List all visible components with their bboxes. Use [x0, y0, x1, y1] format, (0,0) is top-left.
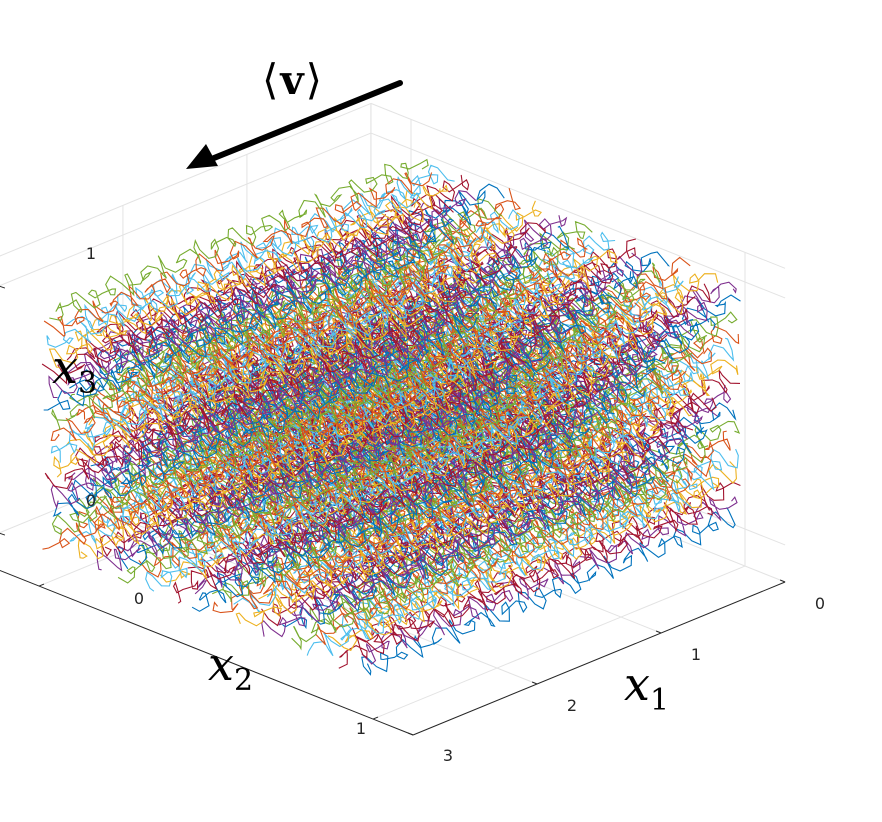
trajectory-line — [338, 505, 713, 669]
trajectory-line — [74, 184, 449, 349]
trajectory-line — [69, 375, 446, 544]
trajectory-line — [291, 482, 667, 651]
x3-tick-mark — [0, 532, 6, 536]
trajectory-line — [235, 231, 616, 395]
trajectory-line — [283, 342, 664, 505]
trajectory-line — [235, 464, 612, 627]
trajectory-line — [50, 276, 425, 441]
trajectory-line — [46, 182, 422, 348]
x1-axis-label: x1 — [624, 657, 669, 718]
x2-tick-mark — [372, 716, 379, 720]
trajectory-line — [90, 315, 478, 482]
trajectory-line — [172, 438, 545, 604]
trajectory-line — [187, 376, 567, 547]
trajectory-line — [138, 288, 526, 452]
trajectory-line — [50, 298, 424, 463]
trajectory-line — [138, 301, 525, 467]
x2-tick-mark — [38, 583, 45, 587]
trajectory-line — [65, 286, 455, 454]
trajectory-line — [159, 420, 552, 583]
x1-tick-2: 2 — [567, 696, 577, 715]
trajectory-line — [187, 413, 574, 578]
trajectory-line — [97, 375, 469, 543]
trajectory-line — [49, 158, 429, 322]
trajectory-line — [145, 425, 519, 592]
trajectory-line — [261, 474, 640, 638]
x1-tick-mark — [531, 681, 538, 685]
trajectory-line — [282, 463, 669, 630]
trajectory-line — [306, 492, 692, 657]
grid-x3-side — [370, 132, 786, 299]
trajectory-line — [43, 172, 433, 337]
x2-axis-line — [0, 569, 414, 736]
trajectory-line — [44, 324, 423, 490]
trajectory-line — [65, 164, 455, 330]
trajectory-line — [244, 382, 619, 552]
x3-tick-0: 0 — [86, 491, 96, 510]
trajectory-line — [66, 209, 457, 376]
trajectory-line — [138, 412, 528, 578]
grid-x2-floor — [372, 565, 746, 720]
trajectory-line — [53, 314, 424, 478]
trajectory-line — [259, 428, 647, 591]
trajectory-lines — [41, 158, 741, 676]
x2-tick-0: 0 — [134, 589, 144, 608]
trajectory-line — [327, 486, 718, 652]
trajectory-line — [51, 264, 425, 431]
trajectory-line — [43, 248, 430, 411]
trajectory-line — [361, 507, 736, 676]
x1-tick-1: 1 — [691, 645, 701, 664]
x2-axis-label: x2 — [208, 637, 253, 698]
x1-tick-3: 3 — [443, 746, 453, 765]
mean-velocity-arrow — [186, 80, 403, 169]
trajectory-line — [237, 434, 612, 599]
mean-velocity-label: ⟨v⟩ — [262, 55, 322, 104]
trajectory-line — [115, 216, 502, 379]
trajectory-line — [161, 359, 551, 524]
trajectory-line — [280, 436, 671, 599]
grid-top-edge — [370, 102, 786, 269]
grid-top-edge — [0, 102, 372, 257]
trajectory-line — [51, 370, 428, 536]
trajectory-line — [145, 187, 522, 358]
x1-axis-line — [412, 581, 786, 736]
axis-box — [0, 285, 786, 736]
x1-tick-mark — [655, 630, 662, 634]
trajectory-line — [117, 420, 499, 584]
trajectory-line — [48, 232, 423, 399]
trajectory-line — [50, 336, 425, 510]
trajectory-line — [52, 355, 423, 517]
grid-x3-back — [0, 132, 372, 287]
trajectory-line — [42, 386, 433, 550]
trajectory-line — [212, 452, 589, 614]
x1-tick-0: 0 — [815, 594, 825, 613]
trajectory-line — [96, 404, 468, 572]
x3-tick-mark — [0, 285, 6, 289]
trajectory-line — [117, 400, 492, 570]
x1-tick-mark — [407, 732, 414, 736]
trajectory-line — [48, 199, 424, 369]
x1-tick-mark — [779, 579, 786, 583]
x3-tick-1: 1 — [86, 244, 96, 263]
trajectory-line — [189, 350, 564, 518]
trajectory-line — [120, 278, 495, 441]
x2-tick-1: 1 — [356, 719, 366, 738]
x3-axis-label: x3 — [52, 340, 97, 401]
trajectory-line — [41, 218, 430, 385]
